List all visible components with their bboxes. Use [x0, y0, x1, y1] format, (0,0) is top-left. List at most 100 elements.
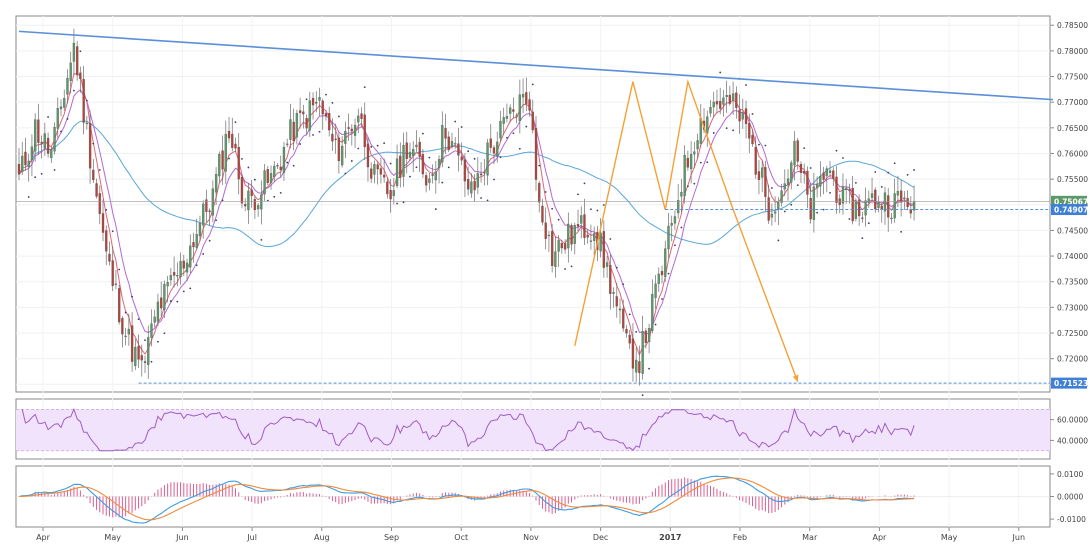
candle-down: [337, 137, 341, 162]
candle-down: [444, 128, 447, 139]
sar-dot: [486, 199, 489, 202]
sar-dot: [221, 199, 224, 202]
candle-down: [838, 198, 841, 205]
candle-down: [764, 167, 767, 197]
sar-dot: [195, 264, 198, 267]
sar-dot: [544, 191, 547, 193]
sar-dot: [286, 161, 289, 164]
candle-up: [696, 140, 699, 150]
sar-dot: [402, 201, 405, 204]
candle-up: [134, 347, 137, 366]
candle-up: [722, 97, 725, 105]
sar-dot: [693, 182, 696, 185]
candle-down: [350, 128, 353, 132]
candle-up: [163, 283, 166, 310]
candle-up: [618, 308, 622, 311]
price-tick-label: 0.72500: [1057, 329, 1088, 338]
sar-dot: [253, 178, 256, 181]
candle-up: [689, 154, 693, 170]
candle-up: [169, 275, 173, 281]
candle-down: [767, 197, 770, 221]
candle-up: [683, 154, 686, 197]
candle-down: [803, 171, 806, 174]
price-tick-label: 0.77500: [1057, 73, 1088, 82]
sar-dot: [73, 89, 75, 92]
sar-dot: [40, 172, 43, 175]
candle-down: [331, 133, 334, 142]
candle-up: [282, 146, 286, 173]
sar-dot: [551, 207, 554, 210]
sar-dot: [641, 394, 644, 396]
sar-dot: [454, 120, 457, 123]
price-axis: 0.78500 0.78000 0.77500 0.77000 0.76500 0.760…: [1050, 21, 1088, 389]
candle-down: [130, 325, 134, 362]
candle-up: [318, 97, 321, 101]
candle-down: [851, 187, 854, 222]
candle-up: [654, 283, 657, 298]
price-tick-label: 0.74000: [1057, 252, 1088, 261]
candle-down: [473, 180, 476, 191]
sar-dot: [273, 195, 276, 198]
candle-down: [551, 231, 554, 267]
candle-down: [757, 171, 761, 180]
candle-up: [357, 115, 360, 123]
candle-up: [202, 203, 205, 226]
candle-up: [247, 190, 250, 211]
candle-up: [59, 106, 63, 110]
candle-up: [273, 165, 276, 178]
sar-dot: [409, 175, 411, 178]
sar-dot: [680, 226, 683, 229]
sar-dot: [480, 197, 482, 199]
candle-down: [376, 164, 379, 170]
candle-up: [680, 191, 683, 197]
candle-down: [328, 113, 331, 131]
candle-up: [156, 301, 160, 322]
candle-up: [786, 178, 790, 185]
candle-down: [848, 189, 851, 191]
sar-dot: [783, 210, 786, 213]
candle-down: [906, 198, 909, 208]
candle-down: [424, 175, 428, 186]
rsi-tick-label: 60.0000: [1057, 416, 1088, 425]
candle-up: [815, 183, 819, 188]
sar-dot: [85, 99, 88, 102]
candle-up: [27, 160, 30, 167]
candle-up: [812, 186, 816, 220]
candle-down: [302, 111, 305, 115]
candle-up: [85, 122, 89, 125]
candle-down: [538, 183, 541, 203]
candle-down: [399, 155, 402, 178]
candle-up: [896, 191, 900, 196]
candle-up: [612, 292, 615, 294]
time-tick-label: Sep: [384, 533, 399, 542]
candle-up: [709, 107, 712, 114]
sar-dot: [829, 191, 831, 194]
sar-dot: [169, 300, 172, 302]
sar-dot: [79, 50, 82, 53]
candle-down: [382, 174, 386, 178]
sar-dot: [47, 116, 49, 118]
candle-up: [308, 100, 311, 131]
candle-down: [735, 92, 738, 108]
candle-up: [793, 140, 796, 166]
candle-up: [790, 162, 793, 183]
sar-dot: [674, 244, 676, 247]
candle-down: [806, 170, 809, 195]
drawings: [16, 30, 1054, 384]
sar-dot: [758, 143, 760, 146]
candle-up: [395, 158, 399, 187]
sar-dot: [732, 129, 735, 132]
candle-up: [547, 234, 551, 237]
candle-up: [450, 141, 454, 147]
candle-up: [344, 130, 347, 144]
candle-up: [496, 141, 499, 157]
sar-dot: [215, 219, 218, 222]
candle-down: [192, 242, 195, 248]
candle-down: [37, 119, 40, 143]
candle-down: [544, 222, 547, 239]
candle-up: [392, 190, 395, 196]
sar-dot: [182, 290, 185, 293]
rsi-indicator: 60.0000 40.0000: [16, 407, 1088, 452]
candle-up: [499, 120, 502, 139]
